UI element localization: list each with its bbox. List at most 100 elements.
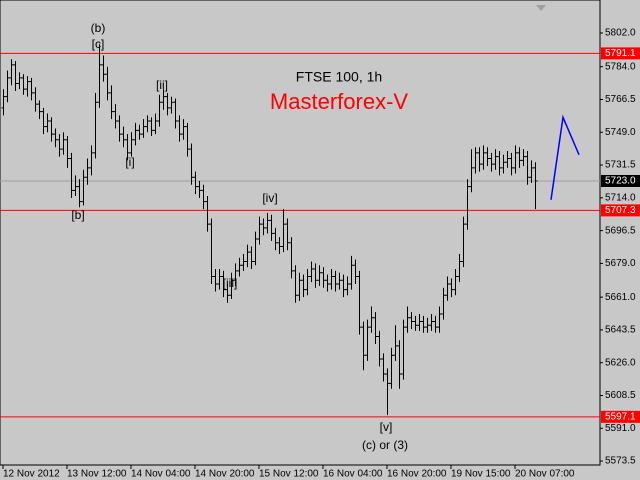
ohlc-bar [97, 44, 102, 108]
ohlc-bar [329, 269, 334, 290]
current-price-box [601, 174, 640, 187]
wave-label: [iii] [223, 276, 238, 290]
ohlc-bar [17, 72, 22, 90]
ohlc-bar [441, 287, 446, 320]
ohlc-bar [141, 119, 146, 138]
ohlc-bar [189, 143, 194, 185]
ohlc-bar [13, 61, 18, 92]
ohlc-bar [285, 218, 290, 251]
ohlc-bar [425, 317, 430, 333]
ohlc-bar [493, 149, 498, 170]
ohlc-bar [77, 179, 82, 208]
y-tick-label: 5643.5 [605, 325, 636, 336]
ohlc-bar [157, 94, 162, 127]
ohlc-bar [37, 100, 42, 120]
ohlc-bar [345, 276, 350, 296]
ohlc-bar [437, 306, 442, 333]
wave-label: [i] [125, 155, 134, 169]
ohlc-bar [33, 87, 38, 112]
scroll-marker [536, 5, 546, 11]
ohlc-bar [29, 77, 34, 101]
ohlc-bar [137, 124, 142, 140]
ohlc-bar [501, 154, 506, 174]
x-tick-label: 12 Nov 2012 [3, 469, 60, 480]
ohlc-bar [429, 313, 434, 331]
ohlc-bar [149, 117, 154, 137]
y-tick-label: 5573.5 [605, 456, 636, 467]
ohlc-bar [69, 152, 74, 198]
ohlc-bar [465, 179, 470, 230]
ohlc-bar [293, 265, 298, 303]
ohlc-bar [1, 89, 6, 116]
ohlc-bar [533, 162, 538, 210]
chart-subtitle: Masterforex-V [270, 89, 408, 114]
ohlc-bar [53, 128, 58, 148]
ohlc-bar [173, 98, 178, 129]
ohlc-bar [477, 147, 482, 172]
ohlc-bar [357, 270, 362, 335]
ohlc-bar [49, 117, 54, 142]
x-tick-label: 14 Nov 04:00 [131, 469, 191, 480]
ohlc-bar [457, 254, 462, 283]
ohlc-bar [349, 255, 354, 290]
y-tick-label: 5591.0 [605, 423, 636, 434]
ohlc-bar [445, 276, 450, 301]
ohlc-bar [229, 272, 234, 300]
ohlc-bar [473, 147, 478, 174]
ohlc-bar [105, 66, 110, 101]
ohlc-bar [317, 265, 322, 286]
ohlc-bar [129, 132, 134, 157]
ohlc-bar [505, 151, 510, 168]
ohlc-bar [161, 89, 166, 110]
ohlc-bar [521, 149, 526, 166]
x-tick-label: 15 Nov 12:00 [259, 469, 319, 480]
wave-label: [c] [92, 37, 105, 51]
ohlc-bar [381, 353, 386, 382]
x-tick-label: 14 Nov 20:00 [195, 469, 255, 480]
ohlc-bar [277, 237, 282, 255]
ohlc-bar [257, 216, 262, 245]
x-tick-label: 16 Nov 20:00 [387, 469, 447, 480]
ohlc-bar [177, 115, 182, 142]
level-label: 5597.1 [605, 411, 636, 422]
ohlc-bar [377, 330, 382, 367]
ohlc-bar [453, 269, 458, 296]
y-tick-label: 5802.0 [605, 28, 636, 39]
ohlc-bar [193, 171, 198, 195]
ohlc-bar [209, 218, 214, 285]
ohlc-bar [73, 175, 78, 196]
ohlc-bar [281, 209, 286, 253]
ohlc-bar [289, 237, 294, 279]
wave-label: (c) or (3) [362, 438, 408, 452]
y-tick-label: 5608.5 [605, 390, 636, 401]
ohlc-bar [353, 259, 358, 285]
y-tick-label: 5784.0 [605, 61, 636, 72]
wave-label: [iv] [262, 191, 277, 205]
ohlc-bar [201, 184, 206, 210]
x-tick-label: 20 Nov 07:00 [515, 469, 575, 480]
wave-label: [ii] [156, 78, 168, 92]
ohlc-bar [313, 263, 318, 288]
ohlc-bar [409, 312, 414, 329]
ohlc-bar [93, 92, 98, 159]
ohlc-bar [85, 158, 90, 185]
ohlc-bar [225, 284, 230, 303]
x-tick-label: 19 Nov 15:00 [451, 469, 511, 480]
ohlc-bar [65, 136, 70, 168]
ohlc-bar [101, 55, 106, 82]
level-box [601, 410, 640, 423]
ohlc-bar [25, 76, 30, 97]
ohlc-bar [497, 151, 502, 176]
y-tick-label: 5661.0 [605, 292, 636, 303]
wave-label: (b) [91, 21, 106, 35]
ohlc-bar [261, 218, 266, 236]
ohlc-bar [205, 195, 210, 232]
ohlc-bar [165, 92, 170, 116]
ohlc-bar [9, 59, 14, 86]
ohlc-bar [397, 340, 402, 389]
y-tick-label: 5731.5 [605, 160, 636, 171]
ohlc-bar [233, 263, 238, 286]
level-label: 5791.1 [605, 48, 636, 59]
ohlc-bar [89, 145, 94, 176]
ohlc-bar [525, 151, 530, 185]
